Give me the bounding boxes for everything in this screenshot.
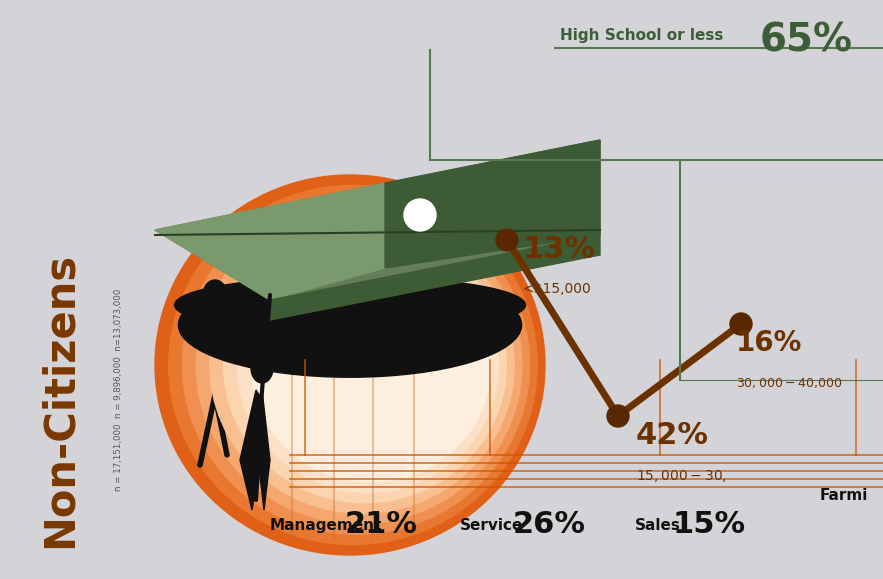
Text: $30,000-$40,000: $30,000-$40,000 (736, 376, 842, 390)
Ellipse shape (251, 248, 491, 482)
Polygon shape (155, 140, 600, 300)
Text: 65%: 65% (760, 22, 853, 60)
Text: 13%: 13% (522, 235, 595, 264)
Text: 42%: 42% (636, 421, 709, 450)
Polygon shape (240, 390, 262, 510)
Ellipse shape (251, 353, 273, 383)
Circle shape (730, 313, 752, 335)
Ellipse shape (178, 273, 522, 378)
Text: 15%: 15% (673, 510, 745, 539)
Text: Sales: Sales (635, 518, 681, 533)
Circle shape (404, 199, 436, 231)
Text: 21%: 21% (345, 510, 418, 539)
Ellipse shape (155, 175, 545, 555)
Polygon shape (270, 235, 600, 320)
Circle shape (607, 405, 629, 427)
Text: Service: Service (460, 518, 524, 533)
Ellipse shape (196, 206, 522, 523)
Text: 16%: 16% (736, 329, 803, 357)
Polygon shape (155, 183, 385, 300)
Circle shape (496, 229, 518, 251)
Polygon shape (258, 390, 270, 510)
Ellipse shape (238, 238, 499, 492)
Text: Management: Management (270, 518, 382, 533)
Text: High School or less: High School or less (560, 28, 728, 43)
Polygon shape (385, 140, 600, 268)
Text: Non-Citizens: Non-Citizens (39, 252, 81, 548)
Text: 26%: 26% (512, 510, 585, 539)
Text: n = 17,151,000  n = 9,896,000  n=13,073,000: n = 17,151,000 n = 9,896,000 n=13,073,00… (114, 289, 123, 491)
Ellipse shape (210, 217, 514, 513)
Text: Farmi: Farmi (820, 488, 868, 503)
Text: $15,000-$30,: $15,000-$30, (636, 468, 727, 484)
Ellipse shape (203, 280, 227, 310)
Ellipse shape (169, 185, 537, 545)
Ellipse shape (175, 277, 525, 334)
Ellipse shape (183, 196, 530, 534)
Ellipse shape (223, 227, 506, 503)
Text: <$15,000: <$15,000 (522, 282, 591, 296)
